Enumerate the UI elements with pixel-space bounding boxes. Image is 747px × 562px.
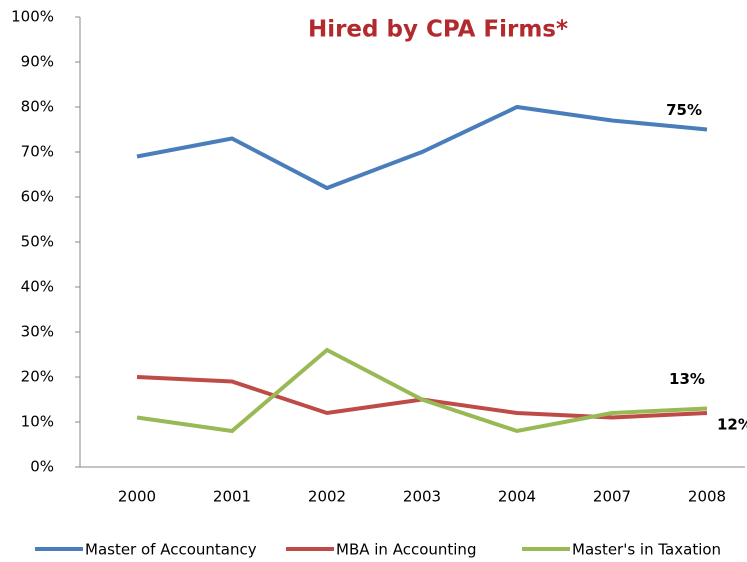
x-tick-label: 2000: [118, 488, 156, 506]
x-tick-label: 2003: [403, 488, 441, 506]
y-tick-label: 70%: [21, 143, 54, 161]
data-label: 75%: [666, 101, 702, 119]
y-tick-label: 90%: [21, 53, 54, 71]
y-tick-label: 80%: [21, 98, 54, 116]
x-tick-label: 2001: [213, 488, 251, 506]
legend-label: MBA in Accounting: [336, 541, 476, 559]
chart-title: Hired by CPA Firms*: [308, 17, 568, 43]
data-label: 13%: [669, 370, 705, 388]
series-line: [136, 347, 708, 434]
y-tick-label: 40%: [21, 278, 54, 296]
y-tick-label: 60%: [21, 188, 54, 206]
x-tick-label: 2008: [688, 488, 726, 506]
x-tick-label: 2007: [593, 488, 631, 506]
data-label: 12%: [717, 416, 747, 434]
x-tick-label: 2004: [498, 488, 536, 506]
y-tick-label: 10%: [21, 413, 54, 431]
y-tick-label: 20%: [21, 368, 54, 386]
x-tick-label: 2002: [308, 488, 346, 506]
y-tick-label: 100%: [11, 8, 54, 26]
y-tick-label: 0%: [30, 458, 54, 476]
legend-label: Master's in Taxation: [572, 541, 721, 559]
series-line: [136, 104, 708, 191]
y-tick-label: 30%: [21, 323, 54, 341]
y-tick-label: 50%: [21, 233, 54, 251]
legend-label: Master of Accountancy: [85, 541, 257, 559]
